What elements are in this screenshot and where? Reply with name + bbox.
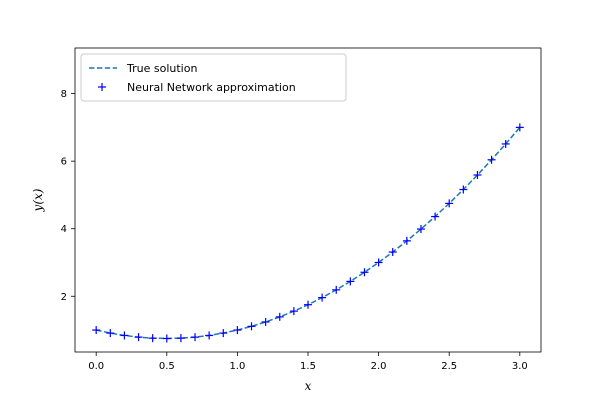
data-point-nn — [219, 329, 228, 338]
y-tick-label: 2 — [61, 292, 67, 303]
x-tick-label: 1.5 — [300, 361, 316, 372]
data-point-nn — [233, 326, 242, 335]
data-point-nn — [318, 293, 327, 302]
data-point-nn — [261, 317, 270, 326]
data-point-nn — [289, 307, 298, 316]
data-point-nn — [106, 329, 115, 338]
data-point-nn — [360, 268, 369, 277]
x-axis: 0.0 0.5 1.0 1.5 2.0 2.5 3.0 — [88, 352, 528, 372]
data-point-nn — [431, 212, 440, 221]
legend-label-true-solution: True solution — [126, 62, 197, 75]
data-point-nn — [388, 248, 397, 257]
plot-area — [92, 123, 524, 343]
data-point-nn — [176, 334, 185, 343]
data-point-nn — [162, 334, 171, 343]
y-axis-label: y(x) — [31, 188, 45, 212]
x-tick-label: 2.0 — [371, 361, 387, 372]
legend: True solution Neural Network approximati… — [80, 53, 347, 102]
data-point-nn — [247, 322, 256, 331]
data-point-nn — [515, 123, 524, 132]
y-tick-label: 6 — [61, 157, 67, 168]
data-point-nn — [120, 331, 129, 340]
data-point-nn — [148, 334, 157, 343]
data-point-nn — [459, 185, 468, 194]
data-point-nn — [304, 300, 312, 309]
x-tick-label: 0.5 — [159, 361, 175, 372]
data-point-nn — [501, 139, 510, 148]
data-point-nn — [445, 199, 454, 208]
y-axis: 2 4 6 8 — [61, 89, 75, 303]
x-axis-label: x — [305, 379, 312, 393]
x-tick-label: 1.0 — [229, 361, 245, 372]
data-point-nn — [205, 331, 214, 340]
legend-box — [80, 53, 347, 102]
x-tick-label: 2.5 — [441, 361, 457, 372]
legend-swatch-nn-approximation — [98, 83, 106, 91]
data-point-nn — [134, 333, 143, 342]
data-point-nn — [332, 285, 341, 294]
data-point-nn — [191, 333, 200, 342]
x-tick-label: 3.0 — [512, 361, 528, 372]
data-point-nn — [402, 236, 411, 245]
data-point-nn — [473, 171, 482, 180]
y-tick-label: 4 — [61, 224, 67, 235]
data-point-nn — [374, 258, 383, 267]
data-point-nn — [487, 155, 496, 164]
data-point-nn — [416, 225, 425, 234]
y-tick-label: 8 — [61, 89, 67, 100]
data-point-nn — [275, 312, 284, 321]
x-tick-label: 0.0 — [88, 361, 104, 372]
legend-label-nn-approximation: Neural Network approximation — [127, 81, 296, 94]
data-point-nn — [92, 326, 101, 335]
data-point-nn — [346, 277, 355, 286]
